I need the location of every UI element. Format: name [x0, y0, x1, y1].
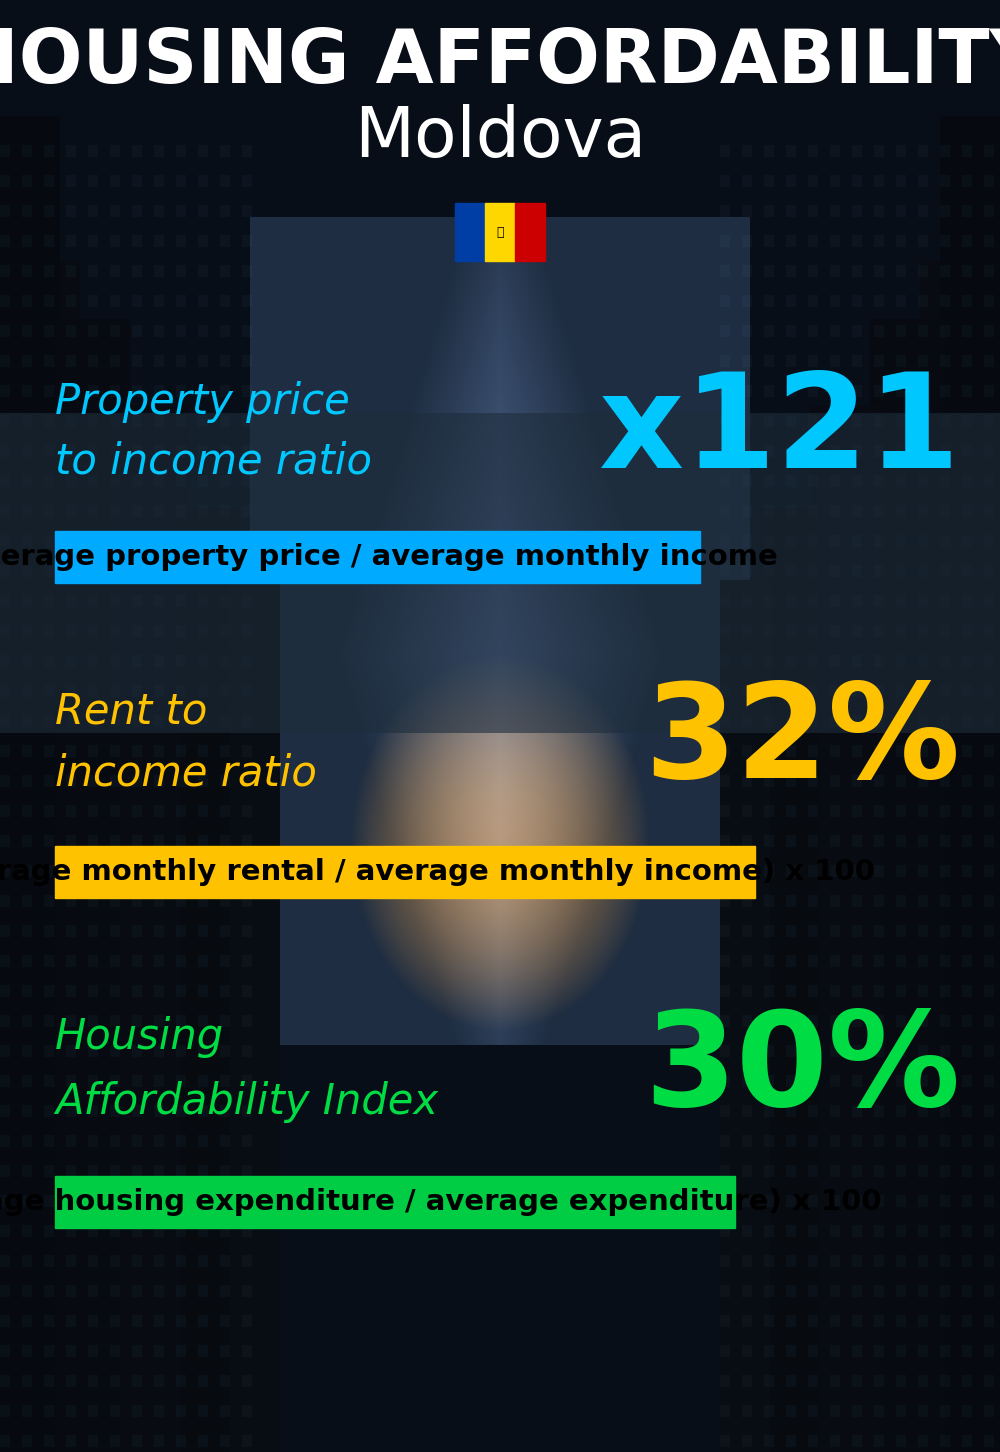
Bar [455, 203, 485, 261]
Text: 30%: 30% [644, 1005, 960, 1133]
Bar [55, 531, 700, 584]
Text: income ratio: income ratio [55, 754, 317, 796]
Text: x121: x121 [599, 369, 960, 495]
Bar [55, 1176, 735, 1228]
Text: (average monthly rental / average monthly income) x 100: (average monthly rental / average monthl… [0, 858, 875, 886]
Text: 32%: 32% [644, 678, 960, 806]
Text: Moldova: Moldova [354, 103, 646, 170]
Text: (average housing expenditure / average expenditure) x 100: (average housing expenditure / average e… [0, 1188, 882, 1215]
Text: 🦅: 🦅 [496, 225, 504, 238]
Bar [515, 203, 545, 261]
Text: Affordability Index: Affordability Index [55, 1080, 438, 1122]
Text: Housing: Housing [55, 1016, 224, 1059]
Text: average property price / average monthly income: average property price / average monthly… [0, 543, 778, 571]
Text: Property price: Property price [55, 380, 350, 423]
Text: Rent to: Rent to [55, 691, 207, 733]
Bar [485, 203, 515, 261]
Text: HOUSING AFFORDABILITY: HOUSING AFFORDABILITY [0, 26, 1000, 99]
Text: to income ratio: to income ratio [55, 441, 372, 484]
Bar [55, 847, 755, 897]
